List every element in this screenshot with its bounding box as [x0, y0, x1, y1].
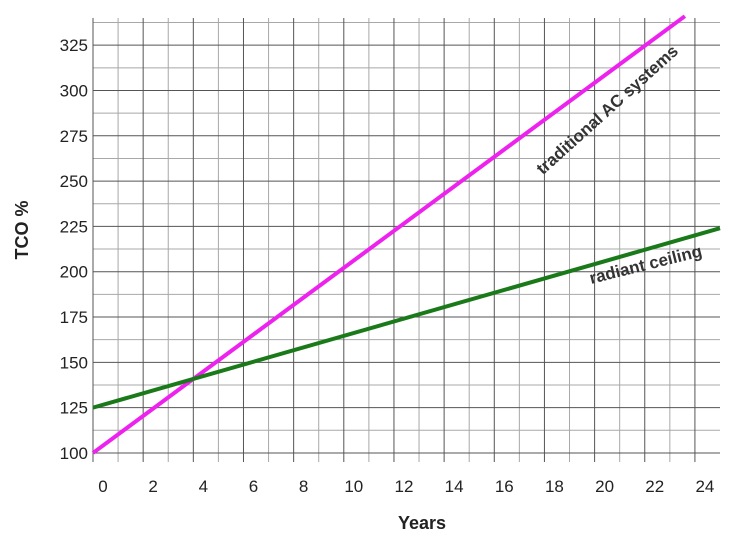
- x-tick-label: 2: [148, 477, 157, 496]
- x-tick-label: 20: [595, 477, 614, 496]
- grid-major: [92, 18, 720, 462]
- series-line-traditional-ac: [91, 14, 687, 455]
- y-tick-label: 200: [60, 263, 88, 282]
- x-axis-title: Years: [398, 513, 446, 533]
- y-tick-label: 225: [60, 217, 88, 236]
- y-tick-label: 325: [60, 36, 88, 55]
- y-tick-label: 275: [60, 127, 88, 146]
- y-tick-label: 175: [60, 308, 88, 327]
- x-tick-label: 24: [695, 477, 714, 496]
- x-tick-label: 10: [344, 477, 363, 496]
- x-tick-label: 12: [394, 477, 413, 496]
- x-tick-label: 8: [299, 477, 308, 496]
- series-lines: [91, 14, 721, 455]
- y-tick-label: 250: [60, 172, 88, 191]
- x-tick-labels: 0 2 4 6 8 10 12 14 16 18 20 22 24: [98, 477, 714, 496]
- x-tick-label: 6: [249, 477, 258, 496]
- x-tick-label: 16: [495, 477, 514, 496]
- series-line-radiant-ceiling: [92, 226, 721, 410]
- x-tick-label: 4: [199, 477, 208, 496]
- y-tick-label: 100: [60, 444, 88, 463]
- grid-minor: [93, 18, 720, 462]
- y-tick-label: 125: [60, 399, 88, 418]
- x-tick-label: 0: [98, 477, 107, 496]
- x-tick-label: 14: [445, 477, 464, 496]
- y-axis-title: TCO %: [12, 200, 32, 259]
- x-tick-label: 22: [645, 477, 664, 496]
- y-tick-label: 150: [60, 353, 88, 372]
- y-tick-labels: 100 125 150 175 200 225 250 275 300 325: [60, 36, 88, 463]
- x-tick-label: 18: [545, 477, 564, 496]
- y-tick-label: 300: [60, 81, 88, 100]
